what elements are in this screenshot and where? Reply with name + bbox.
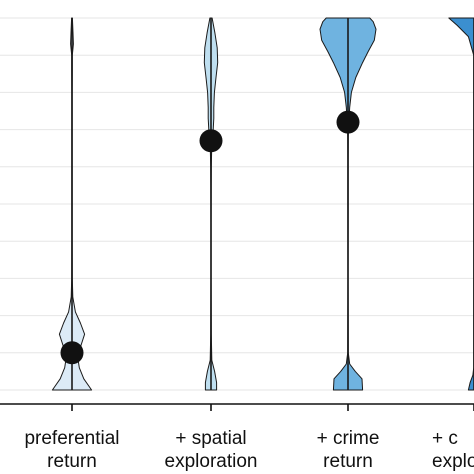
violin-1 <box>51 17 93 391</box>
violin-3 <box>319 17 377 391</box>
x-tick-label-2-2: exploration <box>165 451 258 472</box>
x-tick-label-1-2: return <box>47 451 97 472</box>
violin-4 <box>448 17 474 391</box>
x-tick-label-3-2: return <box>323 451 373 472</box>
x-tick-label-1-1: preferential <box>24 428 119 449</box>
median-point-2 <box>199 129 223 153</box>
violin-series <box>51 17 474 391</box>
x-tick-label-4-1: + c <box>432 428 458 449</box>
median-point-3 <box>336 110 360 134</box>
x-tick-label-3-1: + crime <box>317 428 380 449</box>
x-tick-label-2-1: + spatial <box>175 428 246 449</box>
x-axis <box>0 403 474 411</box>
violin-2 <box>199 17 223 391</box>
x-tick-label-4-2: explo <box>432 451 474 472</box>
median-point-1 <box>60 341 84 365</box>
violin-body-4 <box>448 17 474 391</box>
